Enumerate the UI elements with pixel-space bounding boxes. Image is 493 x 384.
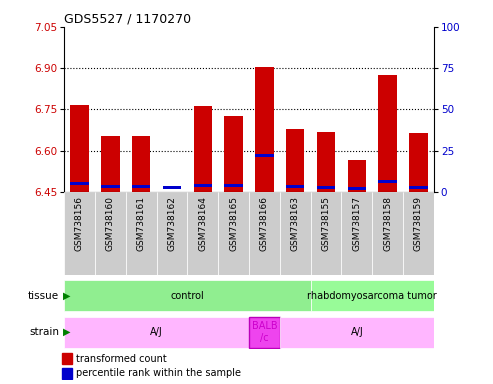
Bar xyxy=(70,105,89,192)
Bar xyxy=(101,185,120,189)
Bar xyxy=(224,184,243,187)
Text: A/J: A/J xyxy=(351,327,363,337)
Bar xyxy=(341,192,372,275)
Text: A/J: A/J xyxy=(150,327,163,337)
Text: rhabdomyosarcoma tumor: rhabdomyosarcoma tumor xyxy=(307,291,437,301)
Bar xyxy=(157,192,187,275)
Bar xyxy=(193,184,212,187)
Text: strain: strain xyxy=(29,327,59,337)
Bar xyxy=(311,192,341,275)
Bar xyxy=(218,192,249,275)
Text: GSM738163: GSM738163 xyxy=(291,196,300,251)
Text: ▶: ▶ xyxy=(63,327,70,337)
Bar xyxy=(62,353,72,364)
Bar xyxy=(95,192,126,275)
Bar xyxy=(70,182,89,185)
Bar xyxy=(64,192,95,275)
Bar xyxy=(132,136,150,192)
Bar xyxy=(280,192,311,275)
Text: GSM738157: GSM738157 xyxy=(352,196,361,251)
Bar xyxy=(163,186,181,189)
Bar xyxy=(317,186,335,189)
Text: tissue: tissue xyxy=(28,291,59,301)
Bar xyxy=(378,75,397,192)
Bar xyxy=(224,116,243,192)
Text: GSM738165: GSM738165 xyxy=(229,196,238,251)
Bar xyxy=(378,180,397,183)
Bar xyxy=(286,185,305,189)
Bar xyxy=(255,154,274,157)
Text: GSM738166: GSM738166 xyxy=(260,196,269,251)
Bar xyxy=(372,192,403,275)
Bar xyxy=(311,280,434,311)
Bar xyxy=(348,161,366,192)
Bar xyxy=(187,192,218,275)
Text: GSM738156: GSM738156 xyxy=(75,196,84,251)
Bar xyxy=(255,67,274,192)
Bar xyxy=(409,186,427,189)
Bar xyxy=(403,192,434,275)
Text: percentile rank within the sample: percentile rank within the sample xyxy=(75,368,241,378)
Bar xyxy=(64,316,249,348)
Bar xyxy=(126,192,157,275)
Bar xyxy=(132,185,150,188)
Text: ▶: ▶ xyxy=(63,291,70,301)
Text: control: control xyxy=(171,291,204,301)
Text: GSM738158: GSM738158 xyxy=(383,196,392,251)
Bar xyxy=(280,316,434,348)
Text: transformed count: transformed count xyxy=(75,354,167,364)
Text: GSM738164: GSM738164 xyxy=(198,196,207,251)
Bar xyxy=(64,280,311,311)
Bar xyxy=(286,129,305,192)
Bar xyxy=(101,136,120,192)
Bar xyxy=(193,106,212,192)
Bar xyxy=(62,368,72,379)
Text: GSM738161: GSM738161 xyxy=(137,196,145,251)
Bar xyxy=(249,192,280,275)
Bar xyxy=(317,132,335,192)
Bar xyxy=(348,187,366,190)
Text: GSM738160: GSM738160 xyxy=(106,196,115,251)
Bar xyxy=(249,316,280,348)
Text: GSM738159: GSM738159 xyxy=(414,196,423,251)
Bar xyxy=(409,133,427,192)
Text: GSM738162: GSM738162 xyxy=(168,196,176,251)
Text: BALB
/c: BALB /c xyxy=(251,321,277,343)
Text: GDS5527 / 1170270: GDS5527 / 1170270 xyxy=(64,13,191,26)
Text: GSM738155: GSM738155 xyxy=(321,196,330,251)
